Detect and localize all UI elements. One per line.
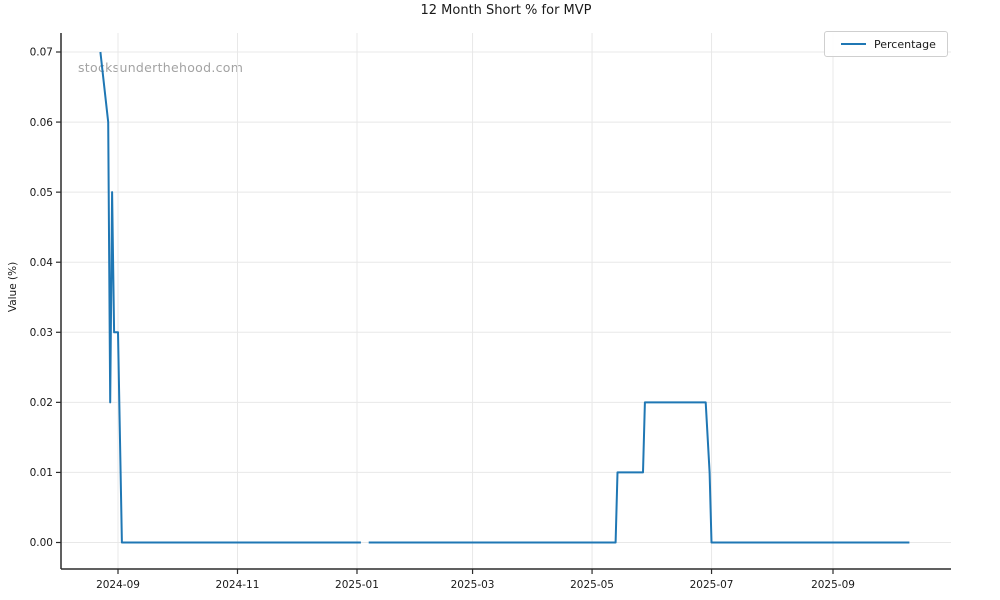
legend-line-swatch [841,42,866,46]
x-tick-label: 2025-01 [335,579,379,591]
x-tick-label: 2025-07 [690,579,734,591]
x-tick-label: 2025-05 [570,579,614,591]
x-tick-label: 2024-11 [216,579,260,591]
watermark: stocksunderthehood.com [78,60,244,75]
legend: Percentage [824,31,948,57]
x-tick-label: 2024-09 [96,579,140,591]
x-tick-label: 2025-03 [451,579,495,591]
x-tick-label: 2025-09 [811,579,855,591]
y-tick-label: 0.06 [30,117,54,129]
y-tick-label: 0.03 [30,327,53,339]
chart-title: 12 Month Short % for MVP [420,3,592,18]
y-tick-label: 0.04 [30,257,54,269]
y-axis-label: Value (%) [7,261,19,313]
y-tick-label: 0.05 [30,187,53,199]
legend-label: Percentage [874,37,936,51]
y-tick-label: 0.01 [30,467,53,479]
y-tick-label: 0.07 [30,47,53,59]
y-tick-label: 0.00 [30,537,53,549]
series-line-percentage [99,51,361,544]
series-line-percentage [368,401,910,544]
y-tick-label: 0.02 [30,397,53,409]
